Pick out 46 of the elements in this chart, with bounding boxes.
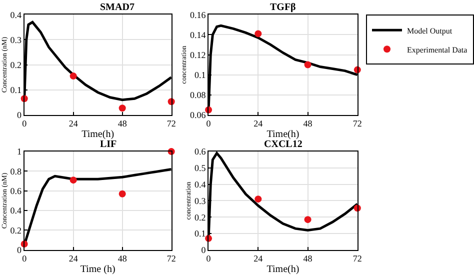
x-axis-title: Time(h) [266,129,300,140]
chart-title: LIF [100,139,117,150]
y-tick-label: 0.8 [10,166,22,176]
y-tick-label: 0.6 [194,146,206,157]
y-tick-label: 0.4 [10,206,22,216]
x-axis-title: Time (h) [80,264,116,276]
x-tick-label: 48 [118,254,128,264]
y-tick-label: 0 [17,110,22,120]
x-tick-label: 24 [68,118,78,129]
y-tick-label: 0.2 [10,60,22,70]
x-tick-label: 24 [254,118,264,129]
y-tick-label: 0.4 [194,179,206,190]
y-tick-label: 1 [17,146,22,157]
y-tick-label: 0 [201,245,206,256]
x-tick-label: 24 [254,254,264,264]
y-tick-label: 0.3 [10,34,22,45]
y-tick-label: 0.16 [190,10,206,20]
y-tick-label: 0.6 [10,186,22,196]
y-tick-label: 0 [17,245,22,256]
y-tick-label: 0.1 [194,70,206,80]
y-tick-label: 0.14 [190,30,206,40]
chart-title: TGFβ [270,2,296,13]
x-tick-label: 72 [352,118,362,129]
y-tick-label: 0.2 [10,225,22,236]
chart-title: SMAD7 [100,2,134,13]
x-tick-label: 48 [303,118,313,129]
y-tick-label: 0.1 [194,228,206,239]
x-tick-label: 48 [303,254,313,264]
legend-label: Model Output [407,26,453,36]
x-axis-title: Time(h) [82,129,114,140]
x-axis-title: Time(h) [266,264,300,276]
chart-title: CXCL12 [264,139,302,150]
y-tick-label: 0.3 [194,196,206,206]
x-tick-label: 24 [68,254,78,264]
y-tick-label: 0.08 [190,90,206,100]
y-tick-label: 0.06 [190,110,206,120]
legend-label: Experimental Data [407,45,468,54]
y-tick-label: 0.4 [10,10,22,20]
x-tick-label: 72 [166,118,176,129]
y-tick-label: 0.1 [10,84,22,95]
x-tick-label: 72 [166,254,176,264]
y-tick-label: 0.5 [194,163,206,174]
y-tick-label: 0.12 [190,50,206,60]
x-tick-label: 72 [352,254,362,264]
y-tick-label: 0.2 [194,212,206,222]
x-tick-label: 48 [118,118,128,129]
